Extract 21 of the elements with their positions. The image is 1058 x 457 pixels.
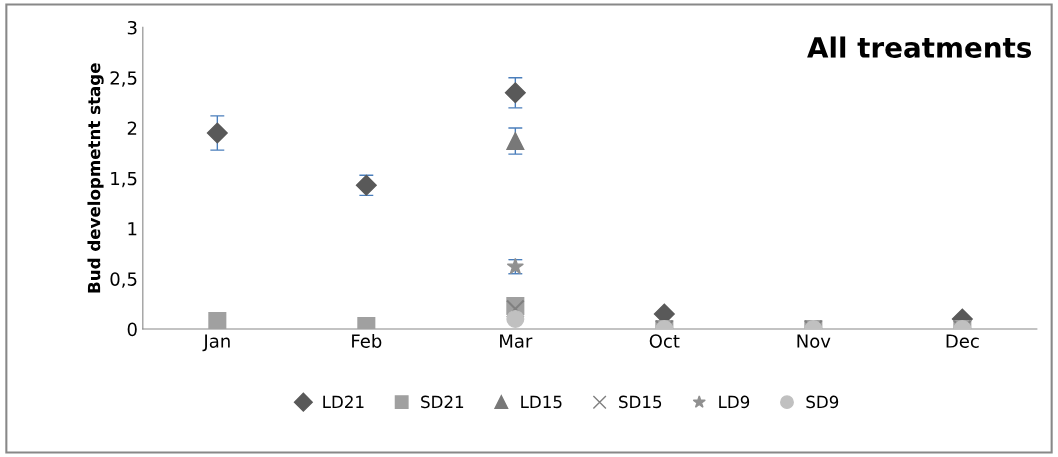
y-tick-label: 2,5 (110, 71, 137, 87)
legend-label: LD15 (521, 395, 562, 409)
legend-label: LD9 (719, 395, 750, 409)
legend-label: LD21 (323, 395, 364, 408)
x-tick-label: Feb (352, 333, 382, 348)
x-tick-label: Nov (797, 334, 831, 348)
y-tick-label: 2 (127, 121, 137, 135)
y-tick-label: 0,5 (110, 272, 137, 288)
y-tick-label: 1 (128, 222, 137, 236)
legend-label: SD15 (619, 395, 662, 409)
chart-title: All treatments (807, 36, 1032, 58)
y-tick-label: 1,5 (111, 171, 137, 188)
legend-label: SD21 (421, 395, 464, 409)
y-tick-label: 3 (127, 20, 137, 35)
x-tick-label: Mar (500, 334, 533, 348)
y-tick-label: 0 (127, 322, 137, 337)
y-axis-title: Bud developmetnt stage (87, 63, 104, 293)
x-tick-label: Jan (202, 334, 230, 352)
x-tick-label: Oct (649, 334, 680, 348)
x-tick-label: Dec (946, 334, 979, 348)
legend-label: SD9 (806, 395, 839, 409)
